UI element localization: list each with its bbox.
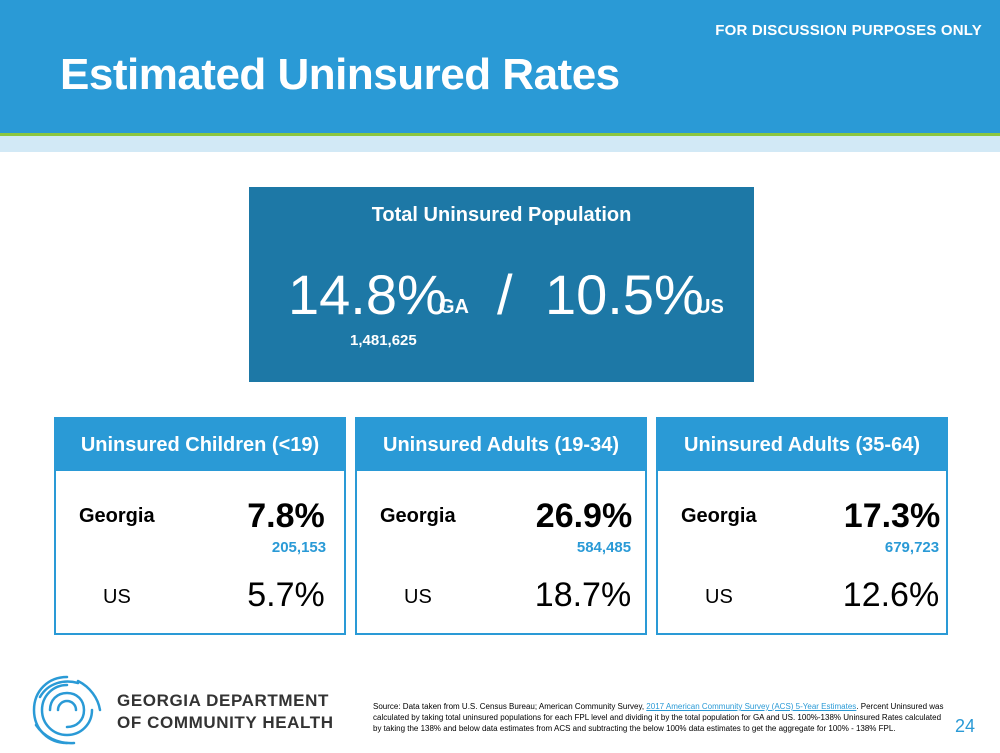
- total-panel-title: Total Uninsured Population: [371, 204, 632, 226]
- disclaimer: FOR DISCUSSION PURPOSES ONLY: [715, 22, 982, 39]
- card-adults-35-64: Uninsured Adults (35-64) Georgia 17.3% 6…: [656, 417, 948, 635]
- header-bar: [0, 0, 1000, 133]
- source-suffix: . Percent Uninsured was calculated by ta…: [373, 702, 944, 733]
- organization-name: GEORGIA DEPARTMENT OF COMMUNITY HEALTH: [117, 690, 334, 734]
- source-link[interactable]: 2017 American Community Survey (ACS) 5-Y…: [646, 702, 857, 711]
- org-name-line2: OF COMMUNITY HEALTH: [117, 713, 334, 732]
- card-adults-19-34: Uninsured Adults (19-34) Georgia 26.9% 5…: [355, 417, 647, 635]
- georgia-percent: 7.8%: [247, 497, 325, 535]
- georgia-count: 584,485: [576, 539, 632, 556]
- header-divider: [0, 133, 1000, 136]
- card-title: Uninsured Children (<19): [56, 419, 344, 471]
- georgia-label: Georgia: [79, 505, 155, 527]
- us-percent: 18.7%: [534, 576, 632, 614]
- georgia-count: 679,723: [884, 539, 940, 556]
- us-percent: 5.7%: [247, 576, 325, 614]
- total-uninsured-panel: Total Uninsured Population: [249, 187, 754, 382]
- source-note: Source: Data taken from U.S. Census Bure…: [373, 701, 945, 734]
- us-label: US: [404, 586, 432, 608]
- georgia-percent: 26.9%: [535, 497, 633, 535]
- ga-total-percent: 14.8%: [288, 263, 447, 326]
- ga-total-count: 1,481,625: [350, 332, 417, 349]
- us-total-percent: 10.5%: [545, 263, 704, 326]
- org-name-line1: GEORGIA DEPARTMENT: [117, 691, 329, 710]
- dch-logo-icon: [30, 673, 104, 747]
- source-prefix: Source: Data taken from U.S. Census Bure…: [373, 702, 647, 711]
- card-title: Uninsured Adults (19-34): [357, 419, 645, 471]
- georgia-label: Georgia: [380, 505, 456, 527]
- georgia-count: 205,153: [271, 539, 327, 556]
- page-title: Estimated Uninsured Rates: [60, 50, 620, 99]
- header-band: [0, 136, 1000, 152]
- us-percent: 12.6%: [842, 576, 940, 614]
- ga-tag: GA: [439, 296, 469, 318]
- card-children: Uninsured Children (<19) Georgia 7.8% 20…: [54, 417, 346, 635]
- georgia-percent: 17.3%: [843, 497, 941, 535]
- us-label: US: [103, 586, 131, 608]
- georgia-label: Georgia: [681, 505, 757, 527]
- card-title: Uninsured Adults (35-64): [658, 419, 946, 471]
- separator: /: [497, 263, 513, 326]
- us-label: US: [705, 586, 733, 608]
- page-number: 24: [955, 716, 976, 736]
- us-tag: US: [696, 296, 724, 318]
